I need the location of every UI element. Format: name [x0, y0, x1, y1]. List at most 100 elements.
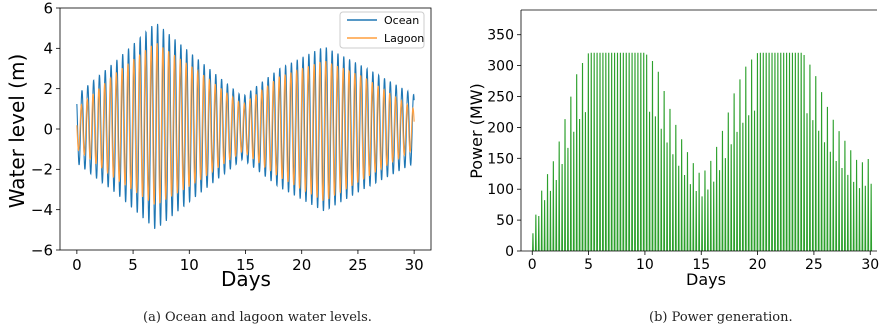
y-tick-label: −2: [31, 161, 53, 179]
power-pulse: [753, 110, 756, 252]
y-tick-label: 150: [487, 151, 514, 167]
power-pulse: [549, 190, 552, 252]
power-pulse: [794, 52, 797, 252]
power-pulse: [558, 141, 561, 252]
y-tick-label: 100: [487, 182, 514, 198]
power-pulse: [774, 52, 776, 252]
power-pulse: [803, 55, 806, 252]
power-pulse: [832, 119, 835, 252]
power-pulse: [628, 52, 631, 252]
power-pulse: [870, 183, 873, 252]
power-pulse: [645, 54, 648, 252]
power-pulse: [826, 106, 829, 252]
x-tick-label: 30: [405, 256, 424, 274]
power-pulse: [683, 175, 686, 252]
power-pulse: [642, 52, 645, 252]
power-y-axis-label: Power (MW): [467, 83, 486, 179]
power-pulse: [820, 92, 823, 252]
power-pulse: [604, 52, 607, 252]
x-tick-label: 10: [636, 257, 654, 273]
power-pulse: [841, 168, 843, 252]
power-x-axis-label: Days: [686, 270, 726, 289]
power-pulse: [607, 52, 610, 252]
power-pulse: [537, 216, 540, 252]
power-pulse: [829, 151, 832, 252]
power-pulse: [602, 52, 604, 252]
power-pulse: [785, 52, 788, 252]
power-pulse: [540, 190, 543, 252]
power-pulse: [765, 52, 768, 252]
power-pulse: [599, 52, 601, 252]
power-pulse: [590, 52, 593, 252]
power-pulse: [811, 120, 814, 252]
power-pulse: [613, 52, 616, 252]
power-pulse: [846, 174, 849, 252]
power-pulse: [741, 122, 744, 252]
power-pulse: [791, 52, 794, 252]
power-pulse: [864, 185, 867, 252]
power-pulse: [663, 90, 666, 252]
y-tick-label: 250: [487, 90, 514, 106]
y-tick-label: −4: [31, 201, 53, 219]
y-tick-label: 200: [487, 120, 514, 136]
power-pulse: [654, 116, 657, 252]
power-pulse: [779, 52, 782, 252]
power-pulse: [747, 115, 750, 252]
caption-power-generation: (b) Power generation.: [649, 310, 793, 325]
power-pulse: [569, 96, 572, 252]
power-pulse: [867, 159, 870, 252]
power-pulse: [578, 118, 581, 252]
power-pulse: [800, 52, 803, 252]
power-pulse: [771, 52, 773, 252]
power-pulse: [858, 188, 861, 252]
legend-ocean-label: Ocean: [384, 14, 419, 27]
power-pulse: [782, 52, 785, 252]
power-pulse: [619, 52, 622, 252]
y-tick-label: 300: [487, 59, 514, 75]
x-tick-label: 25: [805, 257, 823, 273]
power-pulse: [706, 189, 709, 252]
power-pulse: [852, 181, 855, 252]
power-pulse: [674, 124, 677, 252]
power-pulse: [817, 130, 820, 252]
power-pulse: [575, 74, 578, 252]
caption-water-levels: (a) Ocean and lagoon water levels.: [143, 310, 372, 325]
power-pulse: [721, 130, 724, 252]
power-pulse: [552, 161, 555, 252]
power-pulse: [727, 112, 730, 252]
power-pulse: [698, 172, 701, 252]
power-pulse: [677, 165, 680, 252]
power-pulse: [704, 170, 706, 252]
power-pulse: [797, 52, 800, 252]
power-pulse: [762, 52, 765, 252]
power-pulse: [718, 170, 721, 252]
power-pulse: [724, 158, 727, 252]
power-pulse: [567, 147, 569, 252]
power-pulse: [844, 140, 846, 252]
legend-lagoon-label: Lagoon: [384, 32, 424, 45]
power-pulse: [695, 191, 698, 252]
power-pulse: [715, 146, 718, 252]
series-line-lagoon: [76, 42, 415, 205]
power-pulse: [581, 63, 584, 252]
x-tick-label: 25: [348, 256, 367, 274]
x-tick-label: 20: [749, 257, 767, 273]
power-pulse: [561, 163, 564, 252]
power-pulse: [532, 233, 534, 252]
x-tick-label: 30: [861, 257, 879, 273]
power-pulse: [584, 112, 587, 252]
y-tick-label: 350: [487, 28, 514, 44]
power-pulse: [622, 52, 625, 252]
y-tick-label: 0: [505, 244, 514, 260]
power-pulse: [636, 52, 639, 252]
power-pulse: [593, 52, 596, 252]
power-pulse: [776, 52, 779, 252]
power-pulse: [555, 180, 558, 252]
power-pulse: [610, 52, 613, 252]
legend-box: [339, 11, 425, 49]
power-pulse: [736, 131, 738, 252]
power-pulse: [838, 131, 840, 252]
power-pulse: [587, 53, 590, 252]
x-tick-label: 0: [72, 256, 82, 274]
